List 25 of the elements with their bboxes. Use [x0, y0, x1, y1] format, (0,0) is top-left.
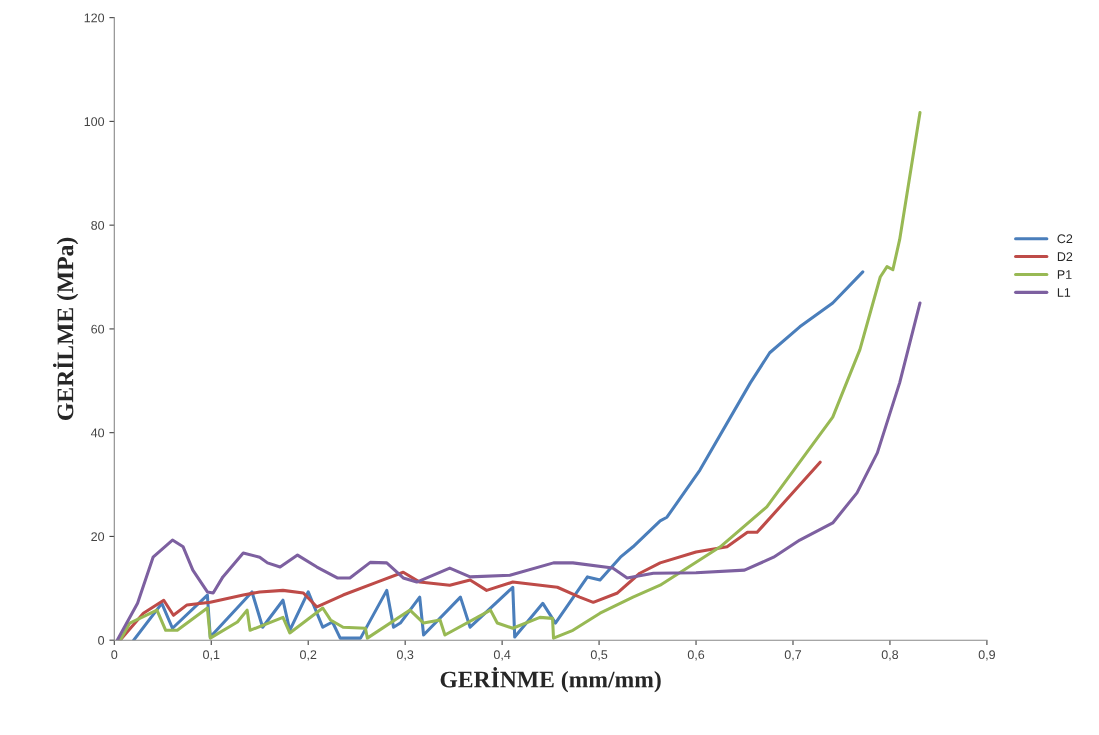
- x-axis-title: GERİNME (mm/mm): [440, 667, 661, 693]
- y-tick-label: 60: [91, 324, 105, 334]
- legend-label: D2: [1057, 252, 1073, 261]
- x-tick-label: 0,8: [881, 650, 899, 661]
- x-tick-label: 0,1: [203, 650, 220, 661]
- x-tick-label: 0,2: [300, 650, 317, 661]
- y-tick-label: 120: [84, 13, 105, 23]
- line-series: [118, 111, 922, 641]
- x-tick-label: 0,6: [687, 650, 705, 661]
- y-axis-title: GERİLME (MPa): [52, 237, 79, 420]
- x-tick-label: 0,7: [784, 650, 802, 661]
- x-tick-label: 0: [111, 650, 118, 660]
- y-tick-label: 80: [91, 220, 105, 230]
- y-tick-label: 100: [84, 117, 105, 127]
- legend-label: P1: [1057, 270, 1072, 279]
- line-series: [115, 301, 922, 641]
- x-tick-label: 0,4: [493, 650, 511, 661]
- legend-label: L1: [1057, 288, 1071, 297]
- y-tick-label: 0: [98, 635, 105, 645]
- x-tick-label: 0,3: [396, 650, 414, 661]
- legend-label: C2: [1057, 234, 1073, 244]
- x-tick-label: 0,9: [978, 650, 995, 661]
- y-tick-label: 40: [90, 428, 105, 438]
- x-tick-label: 0,5: [590, 650, 608, 661]
- y-tick-label: 20: [91, 532, 105, 542]
